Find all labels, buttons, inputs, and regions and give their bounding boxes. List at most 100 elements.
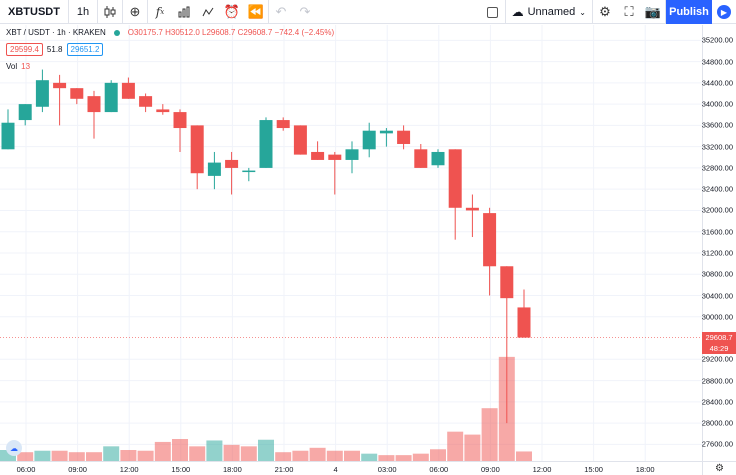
volume-bar	[412, 453, 429, 461]
publish-button[interactable]: Publish	[666, 0, 712, 24]
time-tick-label: 09:00	[481, 465, 500, 474]
candle-body	[35, 80, 49, 107]
volume-value: 13	[21, 62, 31, 71]
bar-countdown-label: 48:29	[702, 343, 736, 355]
symbol-title: XBT / USDT · 1h · KRAKEN	[6, 28, 106, 37]
time-tick-label: 12:00	[532, 465, 552, 474]
buy-price[interactable]: 29651.2	[66, 43, 104, 56]
volume-legend: Vol 13	[6, 62, 30, 71]
volume-bar	[344, 450, 360, 461]
layout-name: Unnamed	[527, 6, 576, 18]
alert-icon[interactable]: ⏰	[223, 3, 241, 19]
fullscreen-icon[interactable]: ⛶	[624, 4, 634, 19]
volume-bar	[240, 446, 257, 461]
bars-compare-icon[interactable]	[172, 0, 196, 24]
right-toolbar: ☁ Unnamed ⌄ ⚙ ⛶ 📷 Publish ▶	[481, 0, 736, 24]
volume-bar	[516, 451, 532, 461]
replay-icon[interactable]: ⏪	[247, 3, 265, 19]
candle-body	[1, 122, 15, 150]
time-tick-label: 4	[333, 465, 338, 474]
price-tick-label: 34400.00	[701, 78, 733, 88]
candle-body	[465, 207, 479, 211]
price-tick-label: 27600.00	[701, 439, 733, 449]
candle-body	[276, 120, 290, 129]
volume-bar	[103, 446, 120, 461]
price-tick-label: 31200.00	[701, 248, 733, 258]
time-tick-label: 06:00	[429, 465, 449, 474]
tradingview-logo-icon[interactable]: ☁	[6, 440, 22, 456]
price-tick-label: 30800.00	[701, 269, 733, 279]
templates-icon[interactable]	[196, 0, 220, 24]
candle-body	[156, 109, 170, 113]
candles-icon[interactable]	[98, 0, 122, 24]
play-button[interactable]: ▶	[712, 0, 736, 24]
layout-menu-button[interactable]: ☁ Unnamed ⌄	[506, 0, 592, 24]
candle-body	[293, 125, 307, 155]
settings-gear-icon[interactable]: ⚙	[599, 4, 611, 19]
time-tick-label: 18:00	[223, 465, 242, 474]
undo-icon[interactable]: ↶	[275, 3, 287, 19]
bid-ask-row: 29599.4 51.8 29651.2	[6, 43, 104, 56]
candle-body	[190, 125, 204, 174]
candle-body	[500, 266, 514, 299]
candle-body	[414, 149, 428, 168]
candle-body	[53, 82, 67, 89]
volume-bar	[292, 450, 309, 461]
chart-canvas[interactable]	[0, 25, 702, 461]
price-tick-label: 34800.00	[701, 57, 733, 67]
price-tick-label: 33600.00	[701, 120, 733, 130]
time-tick-label: 06:00	[16, 465, 36, 474]
scale-settings-gear-icon[interactable]: ⚙	[702, 461, 736, 475]
candle-body	[362, 130, 376, 150]
cloud-icon: ☁	[511, 5, 524, 19]
time-scale[interactable]: 06:00 09:00 12:00 15:00 18:00 21:00 4 03:00 06:0…	[0, 461, 702, 475]
price-tick-label: 28000.00	[701, 418, 733, 428]
candle-body	[397, 130, 411, 144]
volume-bar	[0, 450, 16, 461]
divider	[67, 0, 69, 24]
chevron-down-icon: ⌄	[579, 7, 586, 17]
camera-icon[interactable]: 📷	[644, 4, 662, 19]
interval-button[interactable]: 1h	[76, 5, 90, 18]
volume-bar	[172, 439, 188, 461]
candle-body	[242, 170, 256, 173]
fullscreen-toggle[interactable]	[481, 0, 505, 24]
candle-body	[517, 307, 531, 338]
candle-body	[448, 149, 462, 208]
add-indicator-icon[interactable]: ⊕	[129, 3, 141, 19]
redo-icon[interactable]: ↷	[299, 3, 311, 19]
divider	[96, 0, 98, 24]
market-open-dot	[113, 29, 120, 36]
divider	[504, 0, 506, 24]
volume-bar	[447, 431, 464, 461]
volume-bar	[361, 453, 378, 461]
candle-body	[225, 159, 239, 168]
volume-bar	[34, 450, 51, 461]
volume-bar	[86, 452, 102, 461]
price-tick-label: 28800.00	[701, 376, 733, 386]
divider	[592, 0, 593, 24]
volume-bar	[481, 408, 498, 461]
volume-bar	[464, 434, 481, 461]
volume-bar	[395, 455, 412, 461]
candle-body	[328, 154, 342, 160]
volume-bar	[189, 446, 206, 461]
volume-bar	[154, 441, 171, 461]
sell-price[interactable]: 29599.4	[6, 43, 43, 56]
symbol-search-button[interactable]: XBTUSDT	[8, 5, 60, 18]
chart-legend: XBT / USDT · 1h · KRAKEN O30175.7 H30512…	[6, 28, 334, 37]
candle-body	[345, 149, 359, 160]
candle-body	[173, 112, 187, 129]
volume-bar	[17, 452, 34, 461]
volume-bar	[258, 439, 274, 461]
checkbox-icon	[487, 6, 499, 18]
candle-body	[431, 151, 445, 166]
volume-bar	[206, 440, 223, 461]
price-tick-label: 34000.00	[701, 99, 733, 109]
price-scale[interactable]: 35200.00 34800.00 34400.00 34000.00 33600.00…	[702, 25, 736, 461]
candle-body	[311, 151, 325, 160]
divider	[267, 0, 269, 24]
candle-body	[259, 120, 273, 168]
candle-body	[87, 96, 101, 113]
